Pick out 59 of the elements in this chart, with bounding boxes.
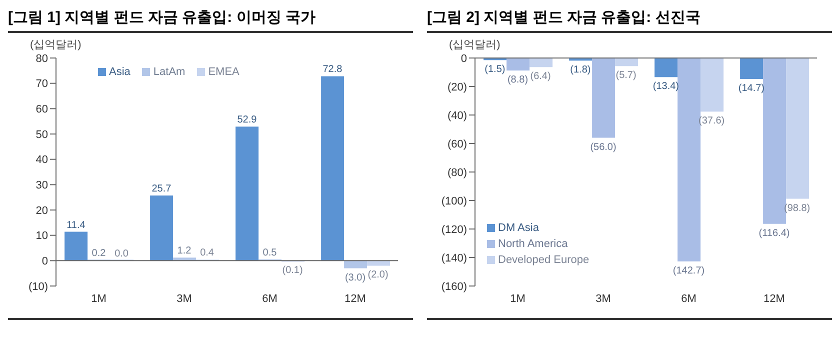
data-label: (116.4) — [758, 228, 790, 239]
legend-label: North America — [497, 238, 569, 250]
data-label: 0.4 — [200, 248, 214, 259]
data-label: (1.5) — [484, 64, 506, 76]
data-label: 0.0 — [114, 248, 129, 260]
data-label: 72.8 — [322, 64, 343, 76]
y-tick-label: 0 — [42, 256, 48, 268]
x-tick-label: 1M — [91, 292, 106, 305]
legend-label: Asia — [108, 66, 130, 78]
data-label: (5.7) — [616, 70, 636, 82]
data-label: (14.7) — [738, 82, 765, 94]
data-label: 1.2 — [177, 246, 192, 257]
y-tick-label: (20) — [447, 81, 467, 94]
legend-label: LatAm — [152, 66, 186, 78]
y-axis-title: (십억달러) — [30, 38, 82, 52]
y-tick-label: 50 — [36, 128, 48, 141]
data-label: (1.8) — [570, 64, 591, 76]
data-label: 0.5 — [262, 247, 278, 258]
x-tick-label: 3M — [596, 292, 611, 305]
data-label: (56.0) — [590, 142, 616, 153]
y-tick-label: 10 — [36, 230, 48, 242]
y-tick-label: 70 — [36, 78, 48, 90]
data-label: (2.0) — [368, 270, 388, 281]
x-tick-label: 3M — [176, 292, 192, 305]
legend-label: EMEA — [207, 66, 240, 78]
y-tick-label: 0 — [460, 52, 467, 65]
legend-label: Developed Europe — [497, 254, 590, 266]
y-tick-label: 20 — [36, 204, 48, 217]
y-tick-label: 60 — [36, 104, 48, 116]
y-tick-label: (40) — [447, 110, 467, 122]
data-label: (142.7) — [672, 265, 705, 276]
y-tick-label: (100) — [441, 195, 467, 208]
data-label: (0.1) — [282, 264, 303, 276]
data-label: 11.4 — [66, 220, 86, 231]
x-tick-label: 12M — [764, 292, 785, 305]
y-tick-label: (60) — [447, 138, 467, 150]
y-tick-label: (80) — [447, 166, 467, 179]
x-tick-label: 12M — [344, 292, 366, 305]
y-axis-title: (십억달러) — [449, 38, 502, 52]
data-label: (13.4) — [652, 81, 680, 92]
y-tick-label: (140) — [441, 252, 467, 264]
legend-label: DM Asia — [497, 222, 540, 234]
y-tick-label: (120) — [441, 224, 467, 236]
data-label: 52.9 — [237, 114, 258, 126]
data-label: (8.8) — [507, 74, 528, 86]
y-tick-label: (10) — [28, 280, 48, 293]
chart-title: [그림 1] 지역별 펀드 자금 유출입: 이머징 국가 — [8, 8, 413, 33]
chart-title: [그림 2] 지역별 펀드 자금 유출입: 선진국 — [427, 8, 832, 33]
data-label: 0.2 — [92, 248, 106, 260]
data-label: (3.0) — [344, 272, 366, 284]
x-tick-label: 6M — [681, 292, 696, 305]
x-tick-label: 6M — [262, 292, 278, 305]
data-label: 25.7 — [152, 184, 172, 195]
y-tick-label: (160) — [441, 280, 467, 293]
x-tick-label: 1M — [510, 292, 526, 305]
y-tick-label: 30 — [36, 180, 48, 192]
y-tick-label: 80 — [36, 52, 48, 65]
data-label: (6.4) — [530, 71, 551, 82]
y-tick-label: 40 — [36, 154, 48, 166]
